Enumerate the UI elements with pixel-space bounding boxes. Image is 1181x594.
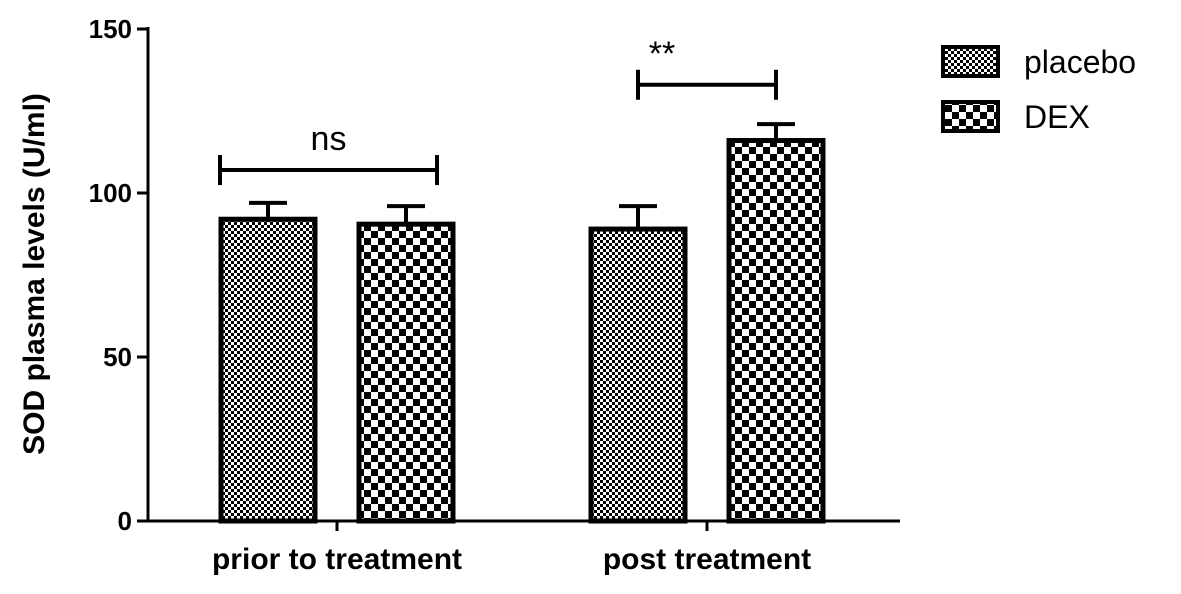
bar-placebo-2 [588,226,688,524]
bar-dex-1 [356,221,456,524]
y-axis: 0 50 100 150 [89,14,150,536]
y-tick-label: 100 [89,178,132,208]
legend-label: DEX [1024,99,1090,135]
legend: placebo DEX [941,44,1136,135]
x-axis: prior to treatment post treatment [148,519,900,576]
y-tick-label: 50 [103,342,132,372]
y-tick-label: 150 [89,14,132,44]
bar-dex-2 [726,138,826,524]
significance-annotations: ns ** [218,35,778,186]
legend-swatch-dex [941,100,1000,133]
x-tick-label: post treatment [603,543,811,576]
bars [218,122,826,524]
legend-label: placebo [1024,44,1136,80]
x-tick-label: prior to treatment [212,543,462,576]
bar-placebo-1 [218,216,318,524]
y-tick-label: 0 [118,506,132,536]
y-axis-title: SOD plasma levels (U/ml) [18,93,51,455]
significance-label: ** [649,35,675,73]
significance-label: ns [311,120,347,158]
legend-swatch-placebo [941,45,1000,78]
